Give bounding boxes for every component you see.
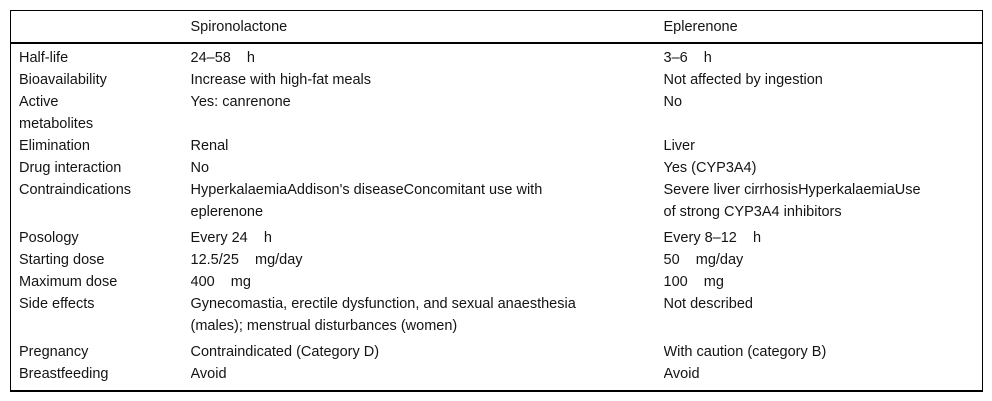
spironolactone-cell: Every 24 h	[190, 230, 272, 246]
eplerenone-cell: Severe liver cirrhosisHyperkalaemiaUse o…	[663, 182, 921, 220]
table-row-starting-dose: Starting dose 12.5/25 mg/day 50 mg/day	[11, 249, 983, 271]
table-row-active-metabolites: Active metabolites Yes: canrenone No	[11, 91, 983, 135]
row-label: Breastfeeding	[19, 366, 109, 382]
table-row-drug-interaction: Drug interaction No Yes (CYP3A4)	[11, 157, 983, 179]
table-row-side-effects: Side effects Gynecomastia, erectile dysf…	[11, 293, 983, 341]
drug-comparison-table: Spironolactone Eplerenone Half-life 24–5…	[10, 10, 983, 392]
row-label: Active metabolites	[19, 94, 94, 132]
eplerenone-cell: Avoid	[663, 366, 700, 382]
row-label: Bioavailability	[19, 72, 107, 88]
spironolactone-cell: Avoid	[190, 366, 227, 382]
spironolactone-cell: 12.5/25 mg/day	[190, 252, 303, 268]
table-body: Half-life 24–58 h 3–6 h Bioavailability …	[11, 43, 983, 391]
row-label: Half-life	[19, 50, 69, 66]
eplerenone-cell: Liver	[663, 138, 695, 154]
row-label-column-header	[10, 10, 191, 44]
document-page: Spironolactone Eplerenone Half-life 24–5…	[10, 10, 983, 392]
row-label: Maximum dose	[19, 274, 118, 290]
eplerenone-cell: 3–6 h	[663, 50, 712, 66]
eplerenone-cell: Not described	[663, 296, 753, 312]
row-label: Side effects	[19, 296, 95, 312]
table-header: Spironolactone Eplerenone	[10, 10, 983, 44]
spironolactone-cell: Renal	[190, 138, 229, 154]
row-label: Posology	[19, 230, 79, 246]
table-row-breastfeeding: Breastfeeding Avoid Avoid	[11, 363, 983, 391]
spironolactone-cell: No	[190, 160, 210, 176]
row-label: Pregnancy	[19, 344, 89, 360]
eplerenone-cell: Yes (CYP3A4)	[663, 160, 757, 176]
eplerenone-cell: With caution (category B)	[663, 344, 827, 360]
spironolactone-cell: 400 mg	[190, 274, 251, 290]
eplerenone-cell: 50 mg/day	[663, 252, 744, 268]
spironolactone-cell: Increase with high-fat meals	[190, 72, 372, 88]
table-row-maximum-dose: Maximum dose 400 mg 100 mg	[11, 271, 983, 293]
table-row-bioavailability: Bioavailability Increase with high-fat m…	[11, 69, 983, 91]
row-label: Starting dose	[19, 252, 105, 268]
row-label: Elimination	[19, 138, 90, 154]
table-row-pregnancy: Pregnancy Contraindicated (Category D) W…	[11, 341, 983, 363]
spironolactone-cell: Contraindicated (Category D)	[190, 344, 380, 360]
table-row-contraindications: Contraindications HyperkalaemiaAddison's…	[11, 179, 983, 227]
column-header-eplerenone: Eplerenone	[663, 10, 983, 44]
table-row-half-life: Half-life 24–58 h 3–6 h	[11, 43, 983, 69]
eplerenone-cell: 100 mg	[663, 274, 724, 290]
header-row: Spironolactone Eplerenone	[10, 10, 983, 44]
table-row-elimination: Elimination Renal Liver	[11, 135, 983, 157]
spironolactone-cell: Gynecomastia, erectile dysfunction, and …	[190, 296, 576, 334]
row-label: Drug interaction	[19, 160, 122, 176]
spironolactone-cell: 24–58 h	[190, 50, 256, 66]
table-row-posology: Posology Every 24 h Every 8–12 h	[11, 227, 983, 249]
spironolactone-cell: Yes: canrenone	[190, 94, 291, 110]
column-header-spironolactone: Spironolactone	[190, 10, 664, 44]
eplerenone-cell: No	[663, 94, 683, 110]
spironolactone-cell: HyperkalaemiaAddison's diseaseConcomitan…	[190, 182, 543, 220]
eplerenone-cell: Every 8–12 h	[663, 230, 762, 246]
eplerenone-cell: Not affected by ingestion	[663, 72, 823, 88]
row-label: Contraindications	[19, 182, 132, 198]
